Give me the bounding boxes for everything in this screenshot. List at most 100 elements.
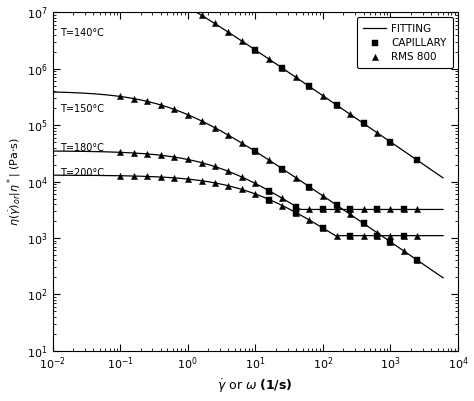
Point <box>225 29 232 35</box>
Point <box>333 102 340 108</box>
Point <box>252 191 259 197</box>
Point <box>373 233 381 239</box>
Point <box>387 206 394 213</box>
Point <box>198 160 205 166</box>
Point <box>333 202 340 209</box>
Point <box>198 12 205 18</box>
Point <box>184 156 191 163</box>
Point <box>252 180 259 187</box>
Point <box>292 209 300 216</box>
Point <box>143 98 151 105</box>
Point <box>184 4 191 10</box>
Point <box>265 56 273 63</box>
Point <box>387 233 394 239</box>
Point <box>170 175 178 181</box>
Point <box>198 118 205 124</box>
Point <box>211 163 219 170</box>
Point <box>278 166 286 172</box>
Point <box>157 102 164 108</box>
Point <box>238 38 246 44</box>
Point <box>346 111 354 117</box>
Text: T=200°C: T=200°C <box>60 168 104 178</box>
Point <box>306 206 313 213</box>
Point <box>333 233 340 239</box>
Point <box>360 220 367 227</box>
Point <box>414 233 421 239</box>
Point <box>387 139 394 145</box>
Point <box>198 178 205 184</box>
Point <box>373 206 381 213</box>
Point <box>319 206 327 213</box>
Point <box>278 65 286 71</box>
Point <box>252 148 259 154</box>
Legend: FITTING, CAPILLARY, RMS 800: FITTING, CAPILLARY, RMS 800 <box>357 17 453 68</box>
Point <box>265 157 273 163</box>
Point <box>130 150 138 156</box>
Point <box>170 0 178 3</box>
Point <box>306 184 313 190</box>
Point <box>170 106 178 113</box>
Point <box>401 248 408 255</box>
Point <box>238 186 246 192</box>
Point <box>184 111 191 118</box>
Point <box>360 120 367 127</box>
Point <box>292 74 300 81</box>
Point <box>401 206 408 213</box>
Point <box>278 166 286 172</box>
Point <box>414 257 421 263</box>
Point <box>278 65 286 71</box>
Point <box>319 225 327 231</box>
Point <box>170 154 178 160</box>
Text: T=150°C: T=150°C <box>60 103 104 113</box>
Point <box>278 195 286 201</box>
Point <box>265 188 273 194</box>
Point <box>373 130 381 136</box>
Point <box>211 20 219 26</box>
Point <box>373 229 381 236</box>
Point <box>292 203 300 210</box>
Point <box>292 209 300 216</box>
Point <box>117 93 124 100</box>
Point <box>117 172 124 179</box>
Point <box>319 225 327 231</box>
Point <box>278 203 286 209</box>
Text: T=180°C: T=180°C <box>60 143 104 153</box>
Point <box>319 192 327 199</box>
Point <box>333 102 340 108</box>
Point <box>346 206 354 213</box>
Point <box>306 184 313 190</box>
Point <box>387 239 394 245</box>
Point <box>130 95 138 102</box>
Text: T=140°C: T=140°C <box>60 28 104 38</box>
Point <box>346 206 354 213</box>
X-axis label: $\dot{\gamma}$ or $\omega$ $\mathbf{(1/s)}$: $\dot{\gamma}$ or $\omega$ $\mathbf{(1/s… <box>218 378 293 395</box>
Point <box>414 257 421 263</box>
Point <box>346 233 354 239</box>
Point <box>387 239 394 245</box>
Point <box>143 173 151 180</box>
Point <box>292 174 300 181</box>
Point <box>292 203 300 210</box>
Point <box>333 202 340 209</box>
Point <box>157 152 164 158</box>
Point <box>184 176 191 182</box>
Point <box>306 83 313 90</box>
Point <box>306 83 313 90</box>
Point <box>252 148 259 154</box>
Point <box>157 174 164 180</box>
Point <box>117 149 124 156</box>
Point <box>360 233 367 239</box>
Point <box>225 132 232 138</box>
Point <box>319 93 327 99</box>
Point <box>360 220 367 227</box>
Point <box>225 168 232 174</box>
Point <box>360 120 367 127</box>
Point <box>211 124 219 131</box>
Point <box>265 196 273 203</box>
Point <box>387 139 394 145</box>
Point <box>373 206 381 213</box>
Point <box>414 206 421 213</box>
Point <box>130 173 138 179</box>
Point <box>211 180 219 186</box>
Point <box>401 233 408 239</box>
